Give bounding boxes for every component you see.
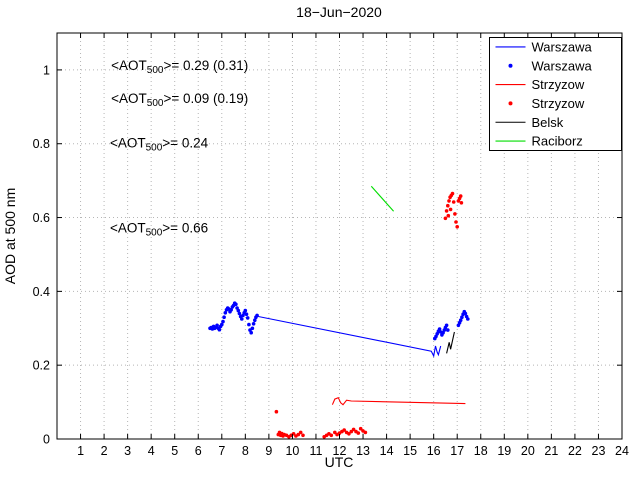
legend-entry: Belsk bbox=[495, 115, 564, 130]
legend-entry: Strzyzow bbox=[495, 77, 585, 92]
x-tick-label: 14 bbox=[380, 444, 394, 458]
x-tick-label: 17 bbox=[450, 444, 464, 458]
series-strzyzow-scatter bbox=[274, 191, 464, 439]
y-tick-label: 0.6 bbox=[33, 211, 50, 225]
x-tick-label: 13 bbox=[356, 444, 370, 458]
x-tick-label: 2 bbox=[101, 444, 108, 458]
x-tick-label: 5 bbox=[171, 444, 178, 458]
series-warszawa-line bbox=[258, 315, 442, 358]
x-tick-label: 23 bbox=[592, 444, 606, 458]
series-warszawa-scatter bbox=[208, 301, 470, 341]
legend-label: Strzyzow bbox=[532, 77, 585, 92]
series-strzyzow-line bbox=[331, 396, 466, 406]
x-tick-label: 22 bbox=[568, 444, 582, 458]
x-tick-label: 24 bbox=[615, 444, 629, 458]
mean-aot-annotations: <AOT500>= 0.29 (0.31) <AOT500>= 0.09 (0.1… bbox=[110, 58, 248, 238]
legend-label: Strzyzow bbox=[532, 96, 585, 111]
chart-title: 18−Jun−2020 bbox=[296, 4, 382, 20]
legend: Warszawa Warszawa Strzyzow Strzyzow Belsk Rac… bbox=[489, 37, 622, 151]
y-tick-label: 0.8 bbox=[33, 137, 50, 151]
y-tick-label: 0 bbox=[43, 433, 50, 447]
series-belsk-line bbox=[446, 331, 455, 354]
legend-entry: Warszawa bbox=[508, 58, 593, 73]
annotation-text: <AOT500>= 0.24 bbox=[110, 135, 209, 153]
x-axis-label: UTC bbox=[325, 454, 354, 470]
legend-label: Raciborz bbox=[532, 134, 583, 149]
y-tick-label: 0.2 bbox=[33, 359, 50, 373]
legend-entry: Strzyzow bbox=[508, 96, 585, 111]
legend-label: Warszawa bbox=[532, 58, 593, 73]
legend-entry: Warszawa bbox=[495, 39, 593, 54]
annotation-text: <AOT500>= 0.09 (0.19) bbox=[111, 91, 248, 109]
x-tick-label: 12 bbox=[333, 444, 347, 458]
x-tick-label: 19 bbox=[497, 444, 511, 458]
x-tick-label: 21 bbox=[544, 444, 558, 458]
x-tick-label: 16 bbox=[427, 444, 441, 458]
legend-label: Belsk bbox=[532, 115, 564, 130]
series-raciborz-line bbox=[370, 185, 395, 212]
axes-box bbox=[56, 32, 623, 440]
x-tick-label: 4 bbox=[148, 444, 155, 458]
axis-ticks: 1 2 3 4 5 6 7 8 9 10 11 12 13 14 15 16 17 18 19 20 21 22 23 240… bbox=[33, 33, 629, 458]
y-tick-label: 1 bbox=[43, 63, 50, 77]
x-tick-label: 9 bbox=[265, 444, 272, 458]
x-tick-label: 8 bbox=[242, 444, 249, 458]
legend-dot-sample bbox=[508, 101, 513, 106]
x-tick-label: 6 bbox=[195, 444, 202, 458]
legend-label: Warszawa bbox=[532, 39, 593, 54]
x-tick-label: 10 bbox=[285, 444, 299, 458]
x-tick-label: 15 bbox=[403, 444, 417, 458]
legend-box bbox=[489, 37, 622, 151]
x-tick-label: 11 bbox=[309, 444, 322, 458]
legend-dot-sample bbox=[508, 63, 513, 68]
x-tick-label: 18 bbox=[474, 444, 488, 458]
data-series bbox=[208, 185, 470, 439]
legend-entry: Raciborz bbox=[495, 134, 583, 149]
x-tick-label: 1 bbox=[77, 444, 84, 458]
annotation-text: <AOT500>= 0.66 bbox=[110, 220, 208, 238]
x-tick-label: 3 bbox=[124, 444, 131, 458]
x-tick-label: 20 bbox=[521, 444, 535, 458]
chart-render-root: 1 2 3 4 5 6 7 8 9 10 11 12 13 14 15 16 17 18 19 20 21 22 23 240… bbox=[33, 32, 629, 458]
y-tick-label: 0.4 bbox=[33, 285, 50, 299]
annotation-text: <AOT500>= 0.29 (0.31) bbox=[111, 58, 248, 76]
y-axis-label: AOD at 500 nm bbox=[2, 188, 18, 285]
x-tick-label: 7 bbox=[218, 444, 225, 458]
